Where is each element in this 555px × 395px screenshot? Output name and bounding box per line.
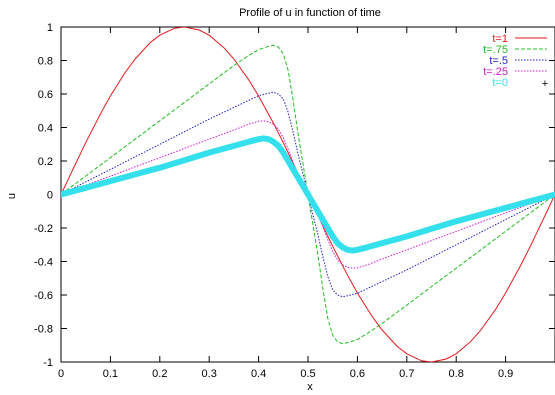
y-tick-label: -0.4 bbox=[34, 257, 53, 269]
y-tick-label: 0.4 bbox=[38, 123, 53, 135]
x-tick-label: 0.6 bbox=[350, 368, 365, 380]
x-tick-label: 0.8 bbox=[449, 368, 464, 380]
y-tick-label: 0 bbox=[47, 190, 53, 202]
chart-title: Profile of u in function of time bbox=[239, 7, 381, 19]
y-tick-label: 0.6 bbox=[38, 89, 53, 101]
x-tick-label: 0.1 bbox=[103, 368, 118, 380]
x-tick-label: 0.4 bbox=[251, 368, 266, 380]
legend-label: t=.5 bbox=[489, 55, 508, 67]
legend-label: t=.75 bbox=[483, 44, 508, 56]
y-tick-label: -1 bbox=[43, 357, 53, 369]
x-tick-label: 0.5 bbox=[300, 368, 315, 380]
x-tick-label: 0 bbox=[58, 368, 64, 380]
legend-label: t=1 bbox=[492, 33, 508, 45]
y-tick-label: 1 bbox=[47, 22, 53, 34]
y-tick-label: -0.8 bbox=[34, 324, 53, 336]
legend-label: t=.25 bbox=[483, 66, 508, 78]
x-tick-label: 0.7 bbox=[399, 368, 414, 380]
y-tick-label: -0.2 bbox=[34, 223, 53, 235]
x-axis-label: x bbox=[307, 381, 313, 393]
x-tick-label: 0.2 bbox=[152, 368, 167, 380]
y-axis-label: u bbox=[6, 193, 18, 199]
legend-marker: + bbox=[542, 78, 548, 90]
series-line-2 bbox=[61, 91, 555, 298]
x-tick-label: 0.3 bbox=[202, 368, 217, 380]
series-line-t0 bbox=[61, 135, 555, 254]
x-tick-label: 0.9 bbox=[498, 368, 513, 380]
y-tick-label: 0.2 bbox=[38, 156, 53, 168]
y-tick-label: -0.6 bbox=[34, 290, 53, 302]
y-tick-label: 0.8 bbox=[38, 56, 53, 68]
legend-label: t=0 bbox=[492, 77, 508, 89]
